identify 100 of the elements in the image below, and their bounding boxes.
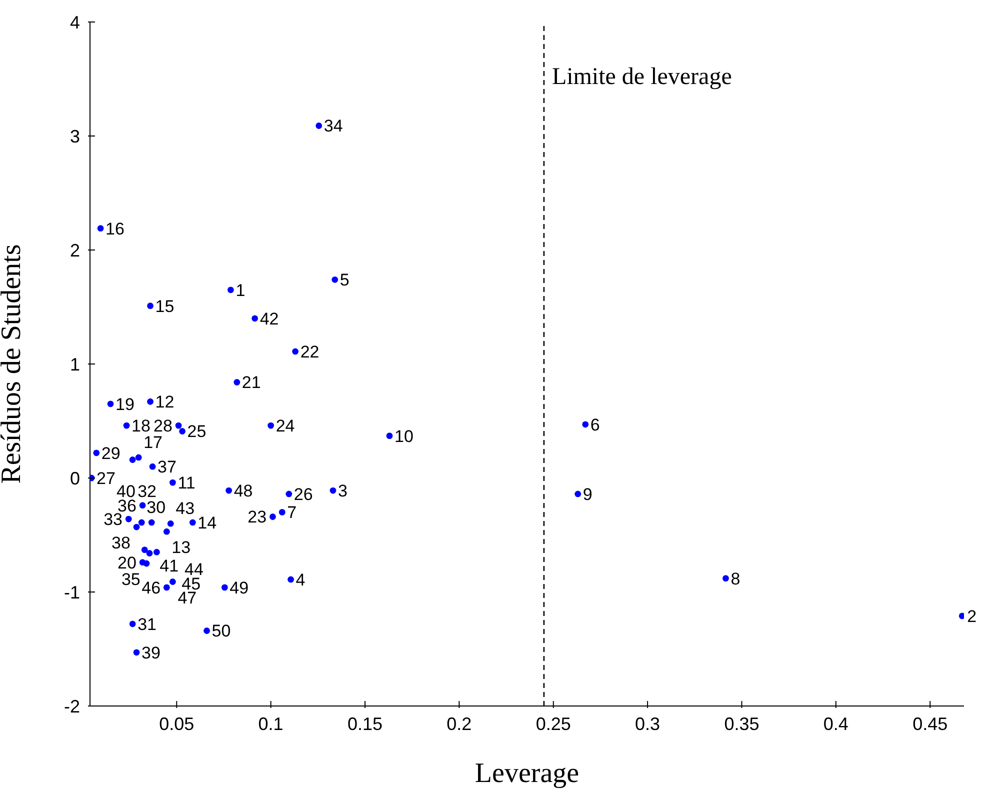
point	[167, 520, 174, 527]
annotation: 1	[236, 280, 246, 300]
y-tick-label: -2	[64, 696, 80, 716]
point	[169, 479, 176, 486]
point	[169, 578, 176, 585]
point	[228, 286, 234, 294]
annotation: 19	[116, 394, 134, 414]
annotation: 5	[340, 270, 350, 290]
annotation: 41	[160, 556, 179, 576]
point	[149, 463, 156, 470]
point	[722, 575, 729, 582]
point	[123, 422, 130, 429]
annotation: 49	[230, 578, 249, 598]
annotation: 7	[287, 503, 297, 522]
point	[330, 487, 336, 494]
point	[135, 454, 142, 461]
annotation: 21	[242, 373, 261, 392]
point	[153, 548, 160, 556]
y-tick-label: 2	[70, 240, 80, 260]
annotation: 16	[106, 219, 124, 238]
annotation: 34	[324, 116, 343, 136]
annotation: 13	[172, 538, 191, 558]
x-tick-label: 0.45	[912, 714, 948, 734]
x-tick-label: 0.2	[446, 714, 472, 734]
point	[386, 432, 393, 440]
point	[268, 422, 274, 429]
point	[163, 584, 170, 591]
annotation: 43	[176, 498, 195, 518]
y-tick-label: 4	[70, 12, 80, 32]
point	[138, 519, 145, 526]
x-tick-label: 0.05	[159, 714, 194, 734]
x-tick-label: 0.4	[823, 714, 848, 734]
annotation: 38	[111, 534, 130, 553]
annotation: 29	[101, 444, 120, 463]
annotation: 31	[138, 614, 156, 634]
x-tick-label: 0.1	[258, 714, 284, 734]
y-tick-label: 3	[70, 126, 80, 146]
annotation: 14	[198, 513, 217, 532]
annotation: 22	[300, 342, 320, 362]
annotation: 27	[96, 468, 116, 488]
point	[332, 276, 338, 283]
point	[133, 649, 140, 656]
point	[125, 516, 132, 522]
annotation: 8	[730, 569, 740, 588]
annotation: 6	[590, 415, 600, 434]
point	[129, 620, 136, 628]
point	[147, 398, 154, 405]
annotation: 44	[184, 560, 204, 579]
annotation: 35	[121, 570, 140, 590]
point	[163, 528, 170, 535]
point	[139, 502, 146, 509]
annotation: 24	[276, 416, 295, 436]
annotation: 46	[142, 578, 161, 598]
annotation: 50	[212, 622, 231, 641]
annotation: 12	[155, 392, 174, 412]
annotation: 25	[187, 422, 206, 442]
point	[147, 302, 154, 310]
point	[316, 122, 322, 129]
annotation: 37	[158, 458, 176, 477]
point	[574, 490, 582, 498]
point	[141, 546, 148, 554]
point	[129, 456, 136, 463]
annotation: 48	[234, 481, 253, 500]
y-tick-label: 1	[70, 354, 80, 374]
annotation: 20	[118, 553, 136, 572]
y-axis-title: Resíduos de Students	[0, 244, 27, 484]
point	[148, 519, 155, 526]
point	[107, 400, 114, 408]
annotation: 42	[260, 309, 279, 328]
annotation: 23	[248, 508, 267, 527]
x-axis-title: Leverage	[474, 758, 580, 789]
annotation: 15	[155, 296, 174, 316]
point	[189, 519, 196, 526]
x-tick-label: 0.25	[536, 714, 571, 734]
point	[93, 450, 100, 456]
annotation: 11	[178, 474, 196, 493]
point	[221, 584, 228, 591]
y-tick-label: -1	[64, 582, 80, 602]
point	[278, 509, 286, 516]
point	[133, 524, 140, 530]
point	[958, 612, 964, 620]
point	[270, 514, 276, 520]
point	[252, 315, 258, 322]
annotation: 4	[296, 570, 306, 590]
y-tick-label: 0	[70, 468, 80, 488]
point	[226, 487, 232, 494]
annotation: 3	[338, 481, 348, 500]
ref-line-label: Limite de leverage	[552, 64, 732, 90]
annotation: 10	[394, 426, 414, 446]
point	[97, 225, 104, 232]
point	[288, 576, 294, 583]
point	[582, 421, 589, 428]
annotation: 2	[967, 606, 977, 626]
x-tick-label: 0.15	[347, 714, 383, 734]
annotation: 9	[582, 484, 592, 504]
point	[234, 379, 240, 386]
x-tick-label: 0.3	[635, 714, 660, 734]
x-tick-label: 0.35	[724, 714, 760, 734]
annotation: 26	[294, 484, 313, 504]
point	[179, 428, 186, 434]
